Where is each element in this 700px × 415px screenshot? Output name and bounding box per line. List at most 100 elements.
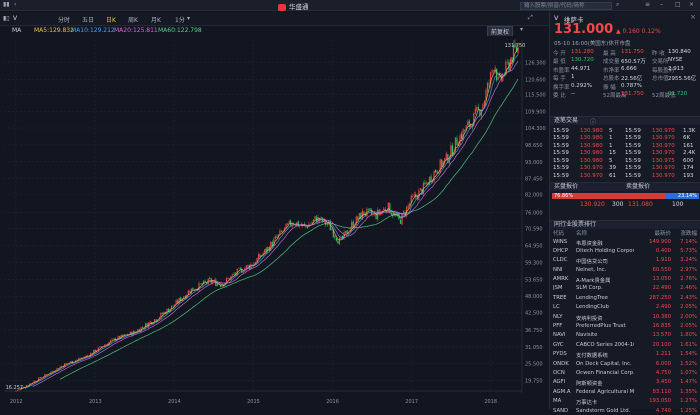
candle-body [338, 237, 341, 245]
fullscreen-icon[interactable]: ⤢ [528, 14, 533, 21]
candle-body [250, 264, 252, 269]
list-item[interactable]: GYC CABCO Series 2004-10 20.100 1.61% [553, 340, 699, 349]
candle-body [479, 110, 481, 116]
quote-stat-label: 交易所 [652, 59, 669, 66]
tick-cell: 130.970 [652, 127, 675, 134]
back-icon[interactable]: ‹ [14, 1, 17, 8]
quote-row: 今 开 131.280 最 高 131.750 昨 收 130.840 [553, 48, 699, 57]
tick-cell: 161 [683, 142, 694, 149]
candle-body [93, 349, 95, 354]
maximize-icon[interactable]: □ [675, 1, 681, 8]
candle-body [225, 277, 228, 283]
ticks-info-icon[interactable]: ⓘ [590, 119, 597, 126]
industry-code: LC [553, 304, 560, 311]
tick-cell: 61 [609, 173, 616, 180]
candle-body [178, 297, 180, 304]
list-item[interactable]: JSM SLM Corp. 22.490 2.46% [553, 284, 699, 293]
candle-body [201, 283, 203, 285]
list-item[interactable]: OCN Ocwen Financial Corp. 4.750 1.07% [553, 368, 699, 377]
list-item[interactable]: LC LendingClub 2.490 2.05% [553, 303, 699, 312]
close-icon[interactable]: × [689, 1, 695, 8]
candle-body [65, 363, 67, 364]
industry-price: 83.110 [652, 388, 671, 395]
candle-body [372, 213, 374, 215]
menu-icon[interactable]: ▮▮ [3, 1, 10, 8]
candle-body [117, 336, 119, 340]
tab-one-minute[interactable]: 1分 [175, 17, 185, 24]
minimize-icon[interactable]: – [660, 1, 663, 8]
list-item[interactable]: PFF PreferredPlus Trust 16.835 2.05% [553, 322, 699, 331]
interval-dropdown-icon[interactable]: ▾ [187, 15, 191, 22]
industry-change: 2.76% [680, 276, 697, 283]
candle-body [512, 44, 515, 63]
y-tick-label: 64.950 [525, 244, 543, 250]
industry-code: GYC [553, 341, 564, 348]
candle-body [396, 214, 399, 216]
list-item[interactable]: MA 万事达卡 193.050 1.27% [553, 397, 699, 406]
candle-body [294, 225, 296, 226]
list-item[interactable]: DHCP Ditech Holding Corpor 0.400 5.73% [553, 246, 699, 255]
list-item[interactable]: WINS 韦恩资金融 149.900 7.14% [553, 237, 699, 247]
y-tick-label: 19.750 [525, 379, 543, 385]
ma-label: MA [12, 27, 22, 34]
candle-body [323, 218, 325, 222]
tab-five-day[interactable]: 五日 [82, 17, 95, 24]
tab-intraday[interactable]: 分时 [58, 17, 71, 24]
tab-daily-k[interactable]: 日K [106, 17, 116, 24]
industry-change: 2.05% [680, 304, 697, 311]
list-item[interactable]: SAND Sandstorm Gold Ltd. 4.740 1.25% [553, 406, 699, 415]
adjust-dropdown-chevron-icon[interactable]: ▾ [520, 26, 524, 33]
quote-stat-label: 振 幅 [603, 84, 616, 91]
list-item[interactable]: AMRK A-Mark贵金属 13.050 2.76% [553, 275, 699, 284]
list-item[interactable]: NAVI Navisite 13.570 1.80% [553, 331, 699, 340]
quote-row: 市盈率 44.971 市净率 6.666 每股盈利 2.913 [553, 65, 699, 74]
list-item[interactable]: TREE LendingTree 287.250 2.43% [553, 293, 699, 302]
panel-close-icon[interactable]: × [690, 13, 696, 21]
candle-body [305, 226, 307, 227]
candle-body [186, 294, 188, 298]
industry-name: Sandstorm Gold Ltd. [576, 407, 631, 414]
candle-body [421, 188, 423, 195]
candle-body [129, 331, 131, 335]
candle-body [204, 281, 206, 283]
industry-name: PreferredPlus Trust [576, 323, 626, 330]
candle-body [67, 363, 69, 364]
y-tick-label: 115.500 [525, 93, 546, 99]
candle-body [331, 229, 333, 231]
list-item[interactable]: NNI Nelnet, Inc. 60.550 2.97% [553, 265, 699, 274]
industry-change: 2.97% [680, 266, 697, 273]
chart-menu-icon[interactable]: ▮▯ [3, 15, 10, 22]
candle-body [152, 322, 154, 325]
settings-icon[interactable]: ≡ [645, 1, 651, 8]
search-icon[interactable]: ⌕ [616, 1, 620, 8]
list-item[interactable]: ONDK On Deck Capital, Inc. 6.000 1.52% [553, 359, 699, 368]
candle-body [50, 371, 52, 374]
list-item[interactable]: AGM.A Federal Agricultural M 83.110 1.35% [553, 387, 699, 396]
candle-body [53, 370, 55, 372]
quote-stat-value: 131.280 [571, 49, 594, 55]
industry-price: 6.000 [655, 360, 671, 367]
tick-cell: 15:59 [625, 157, 641, 164]
candle-body [33, 380, 35, 383]
list-item[interactable]: PYDS 支付数据系统 1.211 1.54% [553, 350, 699, 359]
candle-body [445, 153, 447, 160]
candle-body [64, 363, 66, 367]
candle-body [401, 213, 403, 225]
list-item[interactable]: NLY 安纳利投资 10.380 2.00% [553, 312, 699, 322]
list-item[interactable]: CLDC 中国信贷公司 1.910 3.24% [553, 256, 699, 265]
list-item[interactable]: AGFI 阿斯顿资金 3.450 1.47% [553, 378, 699, 387]
ma60-line [59, 78, 519, 380]
search-input[interactable]: 输入股票/拼音/代码/简称 [520, 2, 612, 10]
ma5-value: MA5:129.832 [34, 27, 74, 34]
quote-stat-label: 换手率 [553, 84, 570, 91]
tab-monthly-k[interactable]: 月K [151, 17, 161, 24]
candle-body [227, 278, 229, 279]
candle-body [288, 220, 290, 224]
quote-stat-value: 6.666 [621, 65, 637, 72]
candle-body [436, 171, 438, 173]
tab-weekly-k[interactable]: 周K [128, 17, 138, 24]
price-chart[interactable]: 126.300 120.600 115.500 109.900 104.300 98.65… [0, 36, 549, 409]
industry-change: 1.52% [680, 360, 697, 367]
bid-qty: 300 [612, 201, 624, 208]
candle-body [76, 359, 78, 361]
